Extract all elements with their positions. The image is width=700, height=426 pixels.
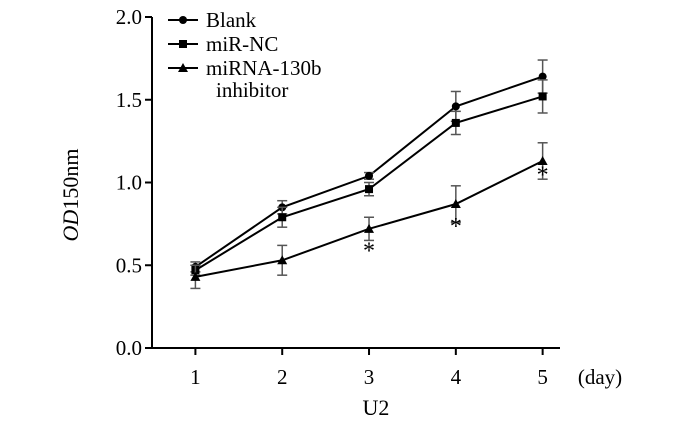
legend-label: Blank bbox=[206, 8, 257, 32]
y-tick-label: 1.5 bbox=[116, 88, 142, 112]
x-axis-unit: (day) bbox=[578, 365, 622, 389]
y-tick-label: 2.0 bbox=[116, 5, 142, 29]
y-tick-label: 1.0 bbox=[116, 171, 142, 195]
x-tick-label: 5 bbox=[537, 365, 548, 389]
data-point bbox=[451, 199, 461, 208]
legend-label-line2: inhibitor bbox=[216, 78, 288, 102]
legend-item: Blank bbox=[168, 8, 257, 32]
series-3 bbox=[190, 143, 547, 289]
x-tick-label: 1 bbox=[190, 365, 201, 389]
significance-asterisk: * bbox=[537, 163, 549, 189]
data-point bbox=[452, 119, 460, 127]
line-chart: 0.0 0.5 1.0 1.5 2.0 1 2 3 4 5 BlankmiR-NCmiRNA-13… bbox=[0, 0, 700, 426]
y-axis-title-italic: OD bbox=[58, 210, 83, 242]
chart: 0.0 0.5 1.0 1.5 2.0 1 2 3 4 5 Blank miR-NC miRNA-13… bbox=[0, 0, 700, 426]
significance-asterisk: * bbox=[363, 239, 375, 265]
annotations: * * * bbox=[363, 163, 549, 265]
x-tick-label: 3 bbox=[364, 365, 375, 389]
y-axis-title-rest: 150nm bbox=[58, 149, 83, 210]
y-tick-label: 0.0 bbox=[116, 336, 142, 360]
data-point bbox=[365, 172, 373, 180]
legend-label: miR-NC bbox=[206, 32, 278, 56]
legend-label: miRNA-130b bbox=[206, 56, 322, 80]
data-point bbox=[365, 185, 373, 193]
data-point bbox=[539, 92, 547, 100]
y-axis-title: OD150nm bbox=[58, 149, 83, 242]
axes: 0.0 0.5 1.0 1.5 2.0 1 2 3 4 5 bbox=[116, 5, 560, 389]
y-tick-label: 0.5 bbox=[116, 253, 142, 277]
x-tick-label: 2 bbox=[277, 365, 288, 389]
data-point bbox=[278, 213, 286, 221]
legend-marker bbox=[179, 40, 187, 48]
data-point bbox=[452, 102, 460, 110]
x-tick-label: 4 bbox=[451, 365, 462, 389]
legend-item: miR-NC bbox=[168, 32, 278, 56]
significance-asterisk: * bbox=[450, 214, 462, 240]
legend-marker bbox=[179, 16, 187, 24]
x-axis-title: U2 bbox=[363, 395, 390, 420]
